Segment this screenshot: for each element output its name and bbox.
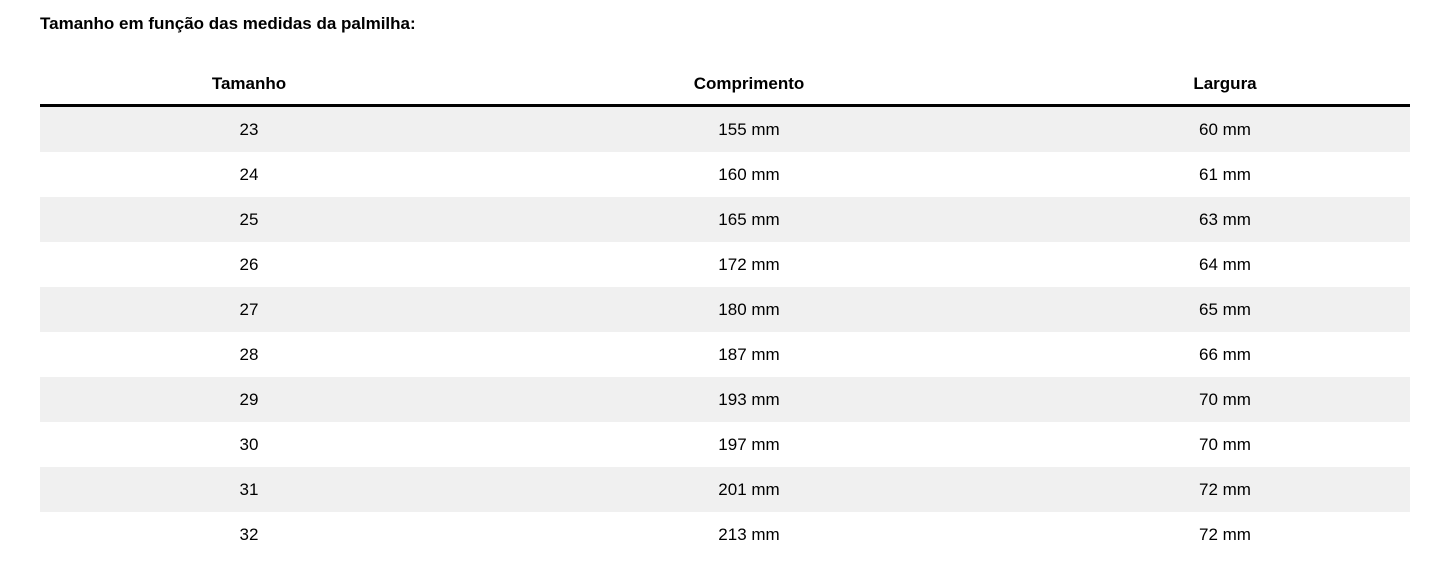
cell-comprimento: 213 mm <box>718 524 780 544</box>
table-row: 30 197 mm 70 mm <box>40 422 1410 467</box>
cell-comprimento: 155 mm <box>458 105 1040 152</box>
table-row: 27 180 mm 65 mm <box>40 287 1410 332</box>
cell-comprimento: 187 mm <box>718 344 780 364</box>
cell-comprimento: 172 mm <box>718 254 780 274</box>
cell-largura: 64 mm <box>1199 254 1251 274</box>
cell-largura: 70 mm <box>1199 434 1251 454</box>
cell-largura: 60 mm <box>1040 105 1410 152</box>
size-table: Tamanho Comprimento Largura 23 155 mm 60 m… <box>40 64 1410 557</box>
cell-largura: 63 mm <box>1040 197 1410 242</box>
cell-tamanho: 26 <box>239 254 259 274</box>
page-title: Tamanho em função das medidas da palmilh… <box>40 14 416 33</box>
cell-comprimento: 180 mm <box>458 287 1040 332</box>
header-comprimento: Comprimento <box>458 64 1040 107</box>
header-largura: Largura <box>1040 64 1410 107</box>
header-tamanho: Tamanho <box>40 64 458 107</box>
table-row: 31 201 mm 72 mm <box>40 467 1410 512</box>
cell-comprimento: 165 mm <box>458 197 1040 242</box>
cell-largura: 72 mm <box>1040 467 1410 512</box>
table-row: 32 213 mm 72 mm <box>40 512 1410 557</box>
cell-largura: 70 mm <box>1040 377 1410 422</box>
table-row: 25 165 mm 63 mm <box>40 197 1410 242</box>
cell-comprimento: 197 mm <box>718 434 780 454</box>
table-header-row: Tamanho Comprimento Largura <box>40 64 1410 107</box>
table-row: 29 193 mm 70 mm <box>40 377 1410 422</box>
cell-tamanho: 24 <box>239 164 259 184</box>
cell-largura: 61 mm <box>1199 164 1251 184</box>
cell-comprimento: 160 mm <box>718 164 780 184</box>
cell-comprimento: 201 mm <box>458 467 1040 512</box>
cell-tamanho: 29 <box>40 377 458 422</box>
table-row: 23 155 mm 60 mm <box>40 105 1410 152</box>
cell-largura: 65 mm <box>1040 287 1410 332</box>
cell-comprimento: 193 mm <box>458 377 1040 422</box>
cell-tamanho: 31 <box>40 467 458 512</box>
cell-tamanho: 23 <box>40 105 458 152</box>
cell-tamanho: 25 <box>40 197 458 242</box>
cell-tamanho: 27 <box>40 287 458 332</box>
cell-largura: 66 mm <box>1199 344 1251 364</box>
table-row: 26 172 mm 64 mm <box>40 242 1410 287</box>
table-row: 28 187 mm 66 mm <box>40 332 1410 377</box>
table-body: 23 155 mm 60 mm 24 160 mm 61 mm 25 165 mm 63 mm 2… <box>40 105 1410 558</box>
table-row: 24 160 mm 61 mm <box>40 152 1410 197</box>
cell-tamanho: 30 <box>239 434 259 454</box>
cell-tamanho: 28 <box>239 344 259 364</box>
cell-largura: 72 mm <box>1199 524 1251 544</box>
cell-tamanho: 32 <box>239 524 259 544</box>
